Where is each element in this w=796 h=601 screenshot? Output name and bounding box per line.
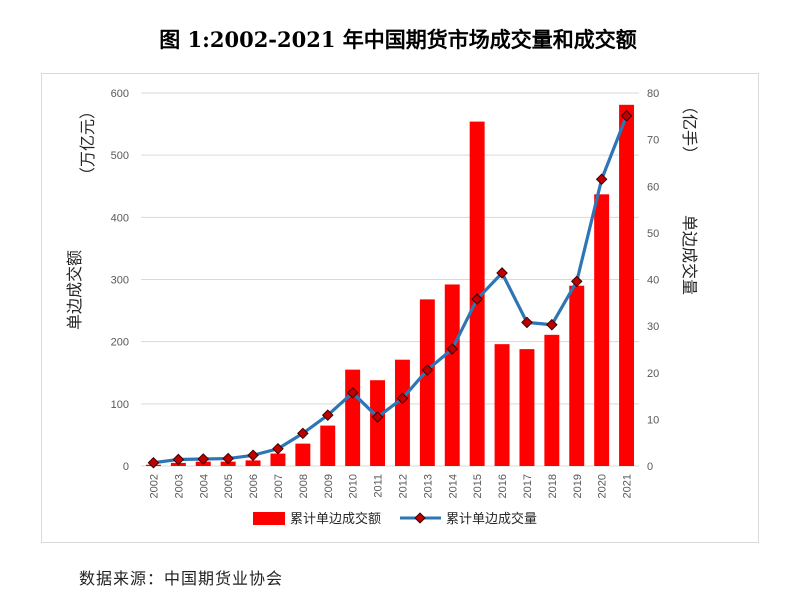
bar [270, 453, 286, 466]
left-tick-label: 500 [111, 150, 129, 162]
x-tick-label: 2013 [422, 474, 434, 498]
right-axis-ticks: 0 10 20 30 40 50 60 70 80 [647, 88, 659, 473]
line-point [197, 453, 210, 465]
x-tick-label: 2018 [547, 474, 559, 498]
line-point [172, 453, 185, 466]
left-axis-title: 单边成交额 [65, 250, 84, 330]
right-tick-label: 50 [647, 228, 659, 240]
left-axis-unit: （万亿元） [78, 103, 97, 183]
gridlines [141, 92, 639, 467]
bar [569, 285, 585, 466]
x-tick-label: 2020 [597, 474, 609, 498]
right-tick-label: 40 [647, 275, 659, 287]
chart-title: 图 1:2002-2021 年中国期货市场成交量和成交额 [159, 27, 637, 52]
x-tick-label: 2015 [472, 474, 484, 498]
line-point [321, 409, 334, 421]
right-tick-label: 10 [647, 414, 659, 426]
line-point [272, 442, 284, 455]
line-point [247, 449, 259, 462]
line-point [346, 387, 359, 399]
source-note: 数据来源：中国期货业协会 [79, 569, 284, 588]
line-series [147, 110, 633, 469]
chart-frame [41, 73, 759, 543]
line-point [521, 316, 533, 329]
left-tick-label: 600 [111, 88, 129, 100]
bar [245, 460, 261, 466]
bar [594, 194, 610, 466]
x-tick-label: 2008 [298, 474, 310, 498]
line-point [446, 343, 459, 355]
bar [444, 284, 460, 466]
right-tick-label: 80 [647, 88, 659, 100]
bar [394, 359, 410, 466]
legend-bar-swatch [253, 512, 285, 525]
x-tick-label: 2012 [397, 474, 409, 498]
x-tick-label: 2011 [373, 474, 385, 498]
right-tick-label: 30 [647, 321, 659, 333]
line-point [147, 456, 160, 469]
x-tick-label: 2016 [497, 474, 509, 498]
line-point [471, 293, 483, 305]
bar [345, 369, 361, 466]
legend-line-marker [414, 512, 426, 524]
right-tick-label: 0 [647, 461, 653, 473]
line-point [570, 275, 583, 288]
line-point [222, 452, 234, 465]
x-tick-label: 2007 [273, 474, 285, 498]
line-point [595, 173, 608, 186]
left-tick-label: 0 [123, 461, 129, 473]
bar [519, 349, 535, 466]
line-point [620, 110, 633, 122]
bar [494, 344, 510, 466]
left-tick-label: 100 [111, 399, 129, 411]
x-tick-label: 2003 [173, 474, 185, 498]
line-point [421, 364, 434, 376]
line-point [546, 318, 558, 331]
line-point [297, 427, 309, 440]
x-tick-label: 2014 [447, 474, 459, 498]
legend-bar-label: 累计单边成交额 [290, 511, 381, 527]
x-tick-label: 2021 [622, 474, 634, 498]
bar [295, 443, 311, 466]
bar [544, 334, 560, 466]
x-tick-label: 2004 [198, 474, 210, 498]
bar [370, 380, 386, 466]
line-point [396, 392, 409, 405]
right-tick-label: 20 [647, 368, 659, 380]
left-axis-ticks: 0 100 200 300 400 500 600 [111, 88, 129, 473]
bar [419, 299, 435, 466]
x-tick-label: 2005 [223, 474, 235, 498]
legend: 累计单边成交额 累计单边成交量 [253, 511, 537, 527]
bar [619, 104, 635, 466]
x-axis-ticks: 2002 2003 2004 2005 2006 2007 2008 2009 2010 2011… [148, 474, 633, 498]
bar-series [145, 104, 635, 466]
x-tick-label: 2002 [148, 474, 160, 498]
right-tick-label: 70 [647, 135, 659, 147]
line-point [496, 267, 508, 279]
x-tick-label: 2019 [572, 474, 584, 498]
x-tick-label: 2009 [323, 474, 335, 498]
right-axis-unit: （亿手） [680, 98, 699, 162]
x-tick-label: 2010 [348, 474, 360, 498]
left-tick-label: 300 [111, 275, 129, 287]
right-axis-title: 单边成交量 [680, 215, 699, 295]
right-tick-label: 60 [647, 181, 659, 193]
line-point [371, 411, 384, 423]
left-tick-label: 200 [111, 337, 129, 349]
left-tick-label: 400 [111, 212, 129, 224]
x-tick-label: 2006 [248, 474, 260, 498]
x-tick-label: 2017 [522, 474, 534, 498]
legend-line-label: 累计单边成交量 [446, 511, 537, 527]
bar [320, 425, 336, 466]
